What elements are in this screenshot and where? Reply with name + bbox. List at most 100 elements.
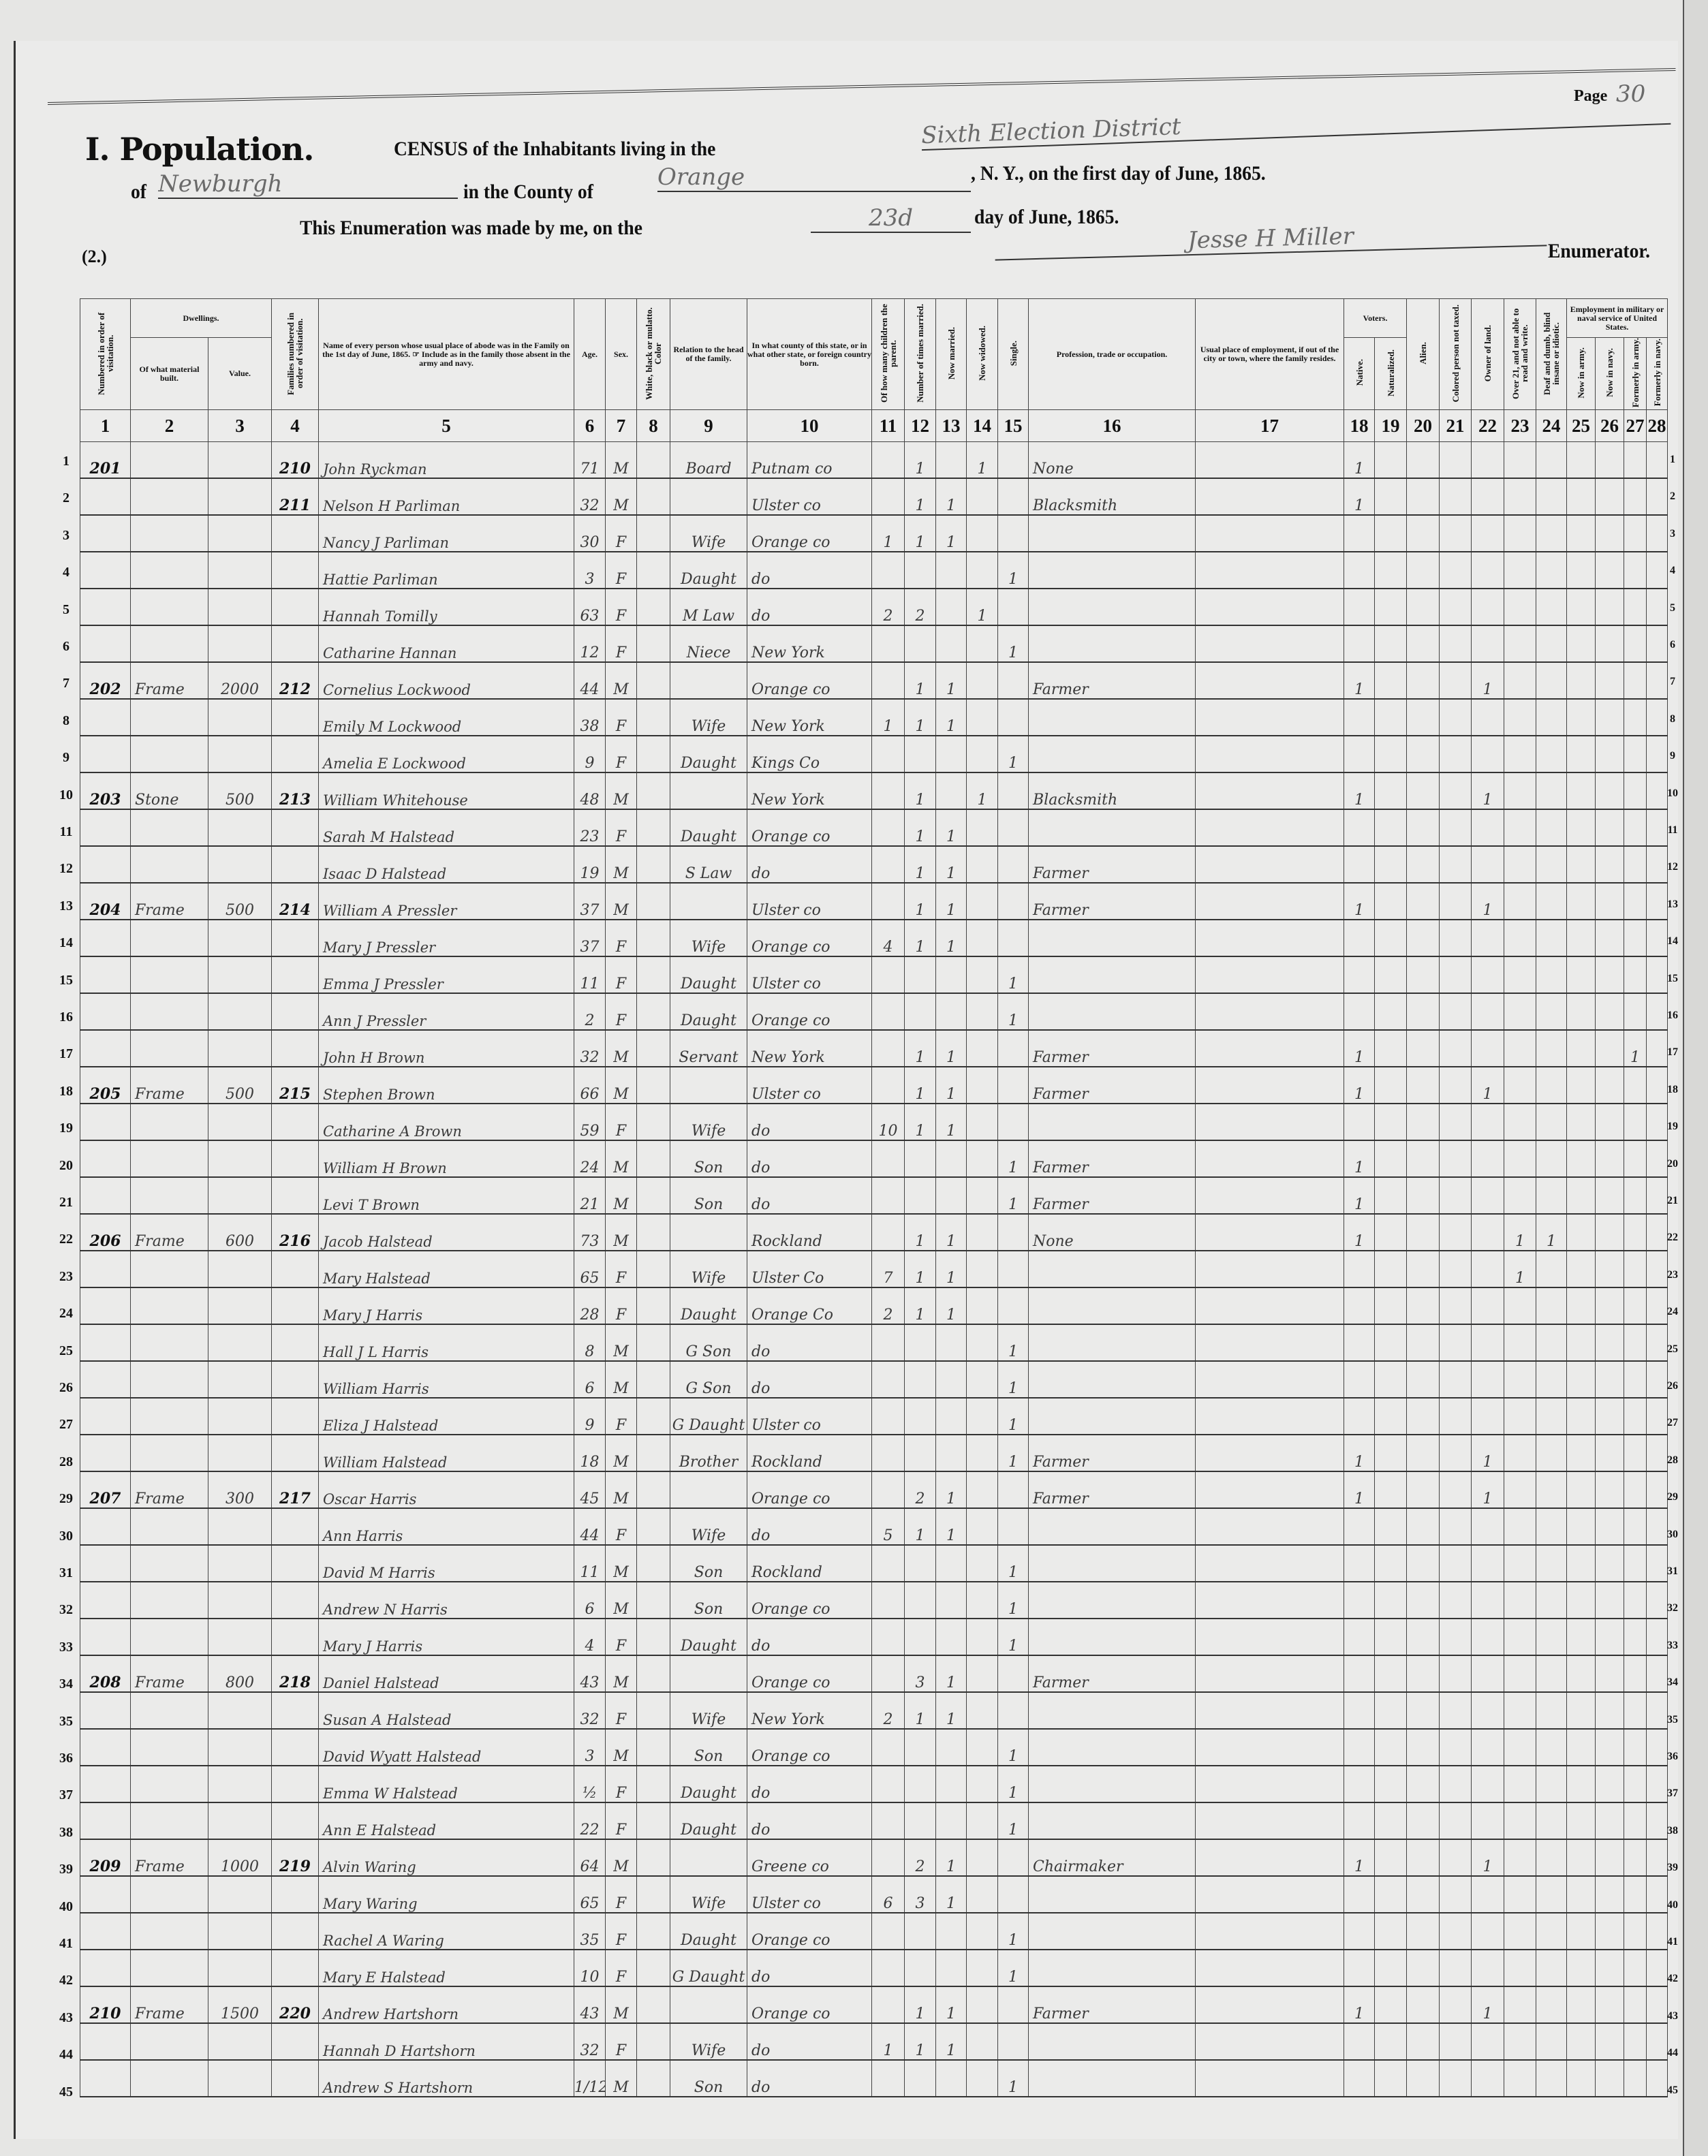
relation: Wife <box>670 1692 748 1730</box>
place-of-employment <box>1195 1802 1345 1841</box>
color <box>636 846 671 884</box>
deaf-blind-insane <box>1536 1140 1568 1178</box>
sex: F <box>605 809 638 847</box>
now-widowed <box>966 1729 999 1767</box>
column-number: 6 <box>574 409 606 443</box>
dwelling-material <box>130 1876 208 1914</box>
age: 73 <box>574 1214 606 1252</box>
occupation <box>1028 1950 1196 1988</box>
occupation: Blacksmith <box>1028 772 1196 811</box>
owner-of-land <box>1471 1582 1505 1620</box>
place-of-employment <box>1195 1287 1345 1326</box>
occupation <box>1028 809 1196 847</box>
owner-of-land <box>1471 1398 1505 1436</box>
dwelling-material <box>130 1913 208 1951</box>
row-number-left: 27 <box>59 1417 73 1433</box>
children-count <box>871 1030 905 1068</box>
now-married <box>935 1582 967 1620</box>
single <box>997 846 1029 884</box>
now-in-navy <box>1595 1619 1625 1657</box>
table-row: William Halstead 18 M Brother Rockland 1 Farme… <box>80 1435 1668 1473</box>
dwelling-value <box>207 552 273 590</box>
now-in-army <box>1566 441 1596 480</box>
family-number <box>271 625 320 663</box>
colored-not-taxed <box>1439 1361 1472 1399</box>
times-married: 1 <box>904 846 937 884</box>
cannot-read-write <box>1504 441 1537 480</box>
dwelling-material <box>130 736 208 774</box>
formerly-in-navy <box>1646 1545 1668 1583</box>
voter-native <box>1344 515 1376 553</box>
now-married: 1 <box>935 1692 967 1730</box>
row-number-right: 24 <box>1667 1306 1678 1318</box>
now-in-army <box>1566 1913 1596 1951</box>
now-in-navy <box>1595 1729 1625 1767</box>
place-of-employment <box>1195 1067 1345 1105</box>
voter-native <box>1344 1766 1376 1804</box>
deaf-blind-insane <box>1536 772 1568 811</box>
now-widowed <box>966 699 999 737</box>
owner-of-land <box>1471 809 1505 847</box>
family-number <box>271 1729 320 1767</box>
now-in-army <box>1566 1324 1596 1362</box>
family-number <box>271 1619 320 1657</box>
times-married <box>904 1177 937 1215</box>
dwelling-value: 2000 <box>207 662 273 700</box>
voter-naturalized <box>1374 699 1408 737</box>
colored-not-taxed <box>1439 1950 1472 1988</box>
dwelling-number <box>80 920 131 958</box>
table-row: 203 Stone 500 213 William Whitehouse 48 M New Y… <box>80 772 1668 811</box>
row-number-left: 15 <box>59 972 73 988</box>
birthplace: Orange co <box>747 662 873 700</box>
formerly-in-army <box>1624 772 1647 811</box>
person-name: Ann Harris <box>318 1508 575 1546</box>
now-in-navy <box>1595 1802 1625 1841</box>
owner-of-land: 1 <box>1471 1471 1505 1510</box>
table-row: William Harris 6 M G Son do 1 <box>80 1361 1668 1399</box>
column-header-2: Of what material built. <box>130 337 208 411</box>
now-in-navy <box>1595 1950 1625 1988</box>
now-in-navy <box>1595 809 1625 847</box>
now-widowed <box>966 846 999 884</box>
times-married: 1 <box>904 1251 937 1289</box>
family-number <box>271 1766 320 1804</box>
person-name: William H Brown <box>318 1140 575 1178</box>
birthplace: do <box>747 1802 873 1841</box>
children-count <box>871 1655 905 1693</box>
formerly-in-navy <box>1646 1177 1668 1215</box>
birthplace: New York <box>747 1030 873 1068</box>
formerly-in-navy <box>1646 1067 1668 1105</box>
formerly-in-navy <box>1646 515 1668 553</box>
single: 1 <box>997 993 1029 1031</box>
now-widowed <box>966 552 999 590</box>
occupation <box>1028 1619 1196 1657</box>
now-in-navy <box>1595 1839 1625 1877</box>
column-number: 11 <box>871 409 905 443</box>
now-married: 1 <box>935 1986 967 2025</box>
deaf-blind-insane <box>1536 478 1568 516</box>
now-married <box>935 1729 967 1767</box>
sex: F <box>605 699 638 737</box>
voter-naturalized <box>1374 2023 1408 2061</box>
single <box>997 809 1029 847</box>
alien <box>1406 1508 1440 1546</box>
row-number-left: 36 <box>59 1751 73 1766</box>
row-number-left: 10 <box>59 787 73 802</box>
voter-naturalized <box>1374 1214 1408 1252</box>
voter-naturalized <box>1374 441 1408 480</box>
page-number: 30 <box>1616 80 1646 108</box>
now-widowed <box>966 1214 999 1252</box>
alien <box>1406 1802 1440 1841</box>
formerly-in-army <box>1624 1435 1647 1473</box>
color <box>636 1361 671 1399</box>
age: 48 <box>574 772 606 811</box>
deaf-blind-insane <box>1536 920 1568 958</box>
now-widowed <box>966 1692 999 1730</box>
place-of-employment <box>1195 1508 1345 1546</box>
colored-not-taxed <box>1439 1582 1472 1620</box>
dwelling-number <box>80 1950 131 1988</box>
times-married: 3 <box>904 1876 937 1914</box>
person-name: Andrew N Harris <box>318 1582 575 1620</box>
deaf-blind-insane <box>1536 1913 1568 1951</box>
color <box>636 1766 671 1804</box>
